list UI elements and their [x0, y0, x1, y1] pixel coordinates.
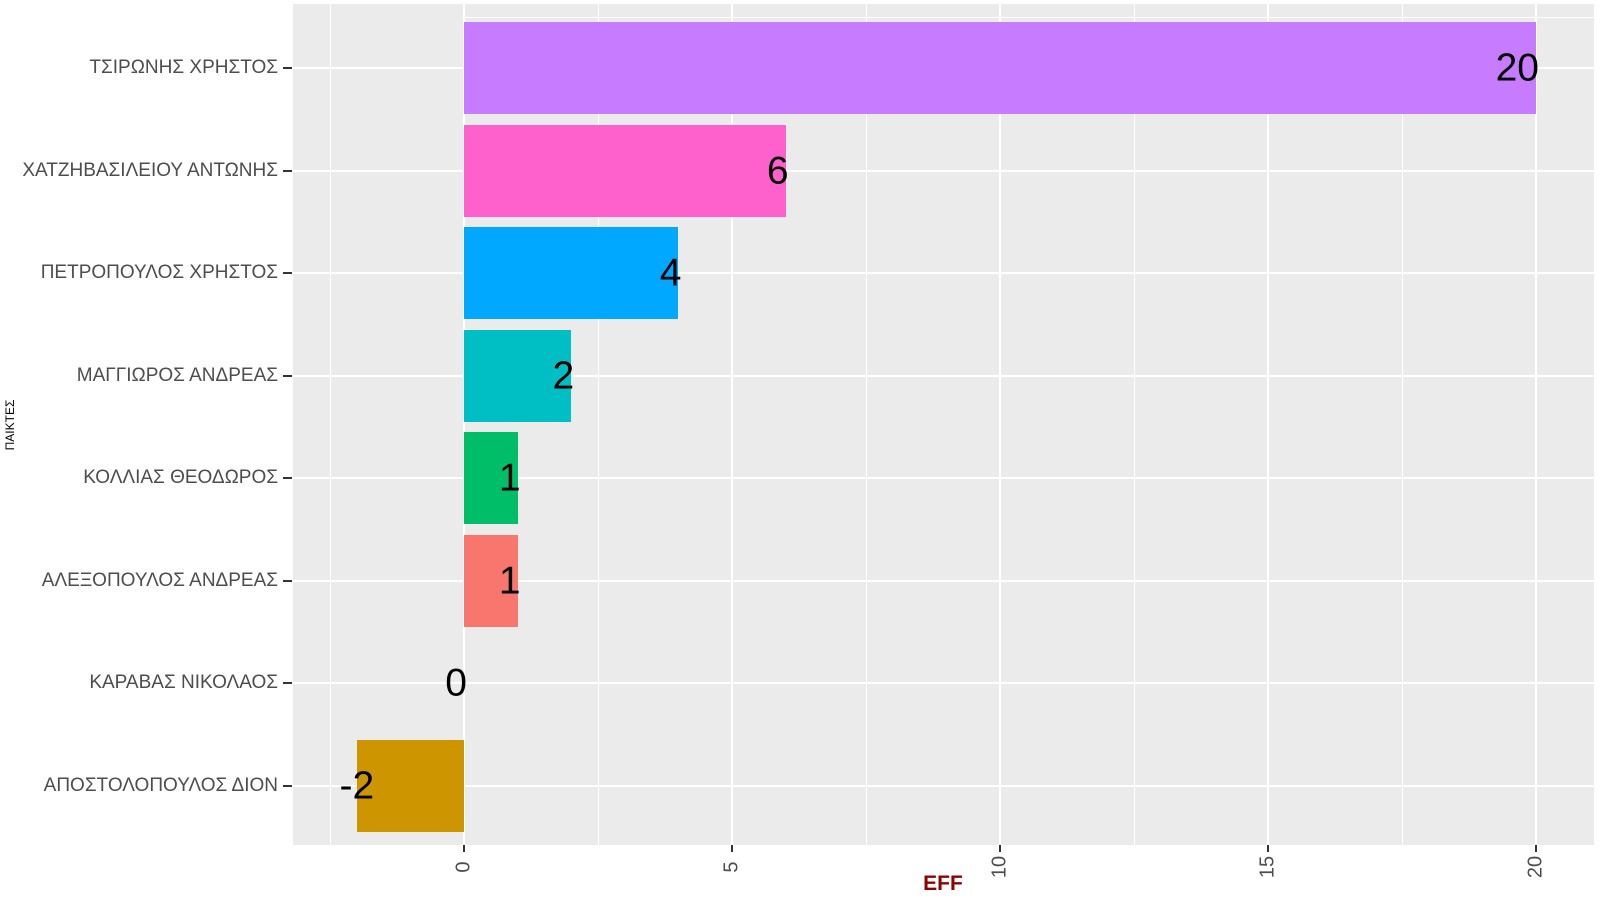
x-tick-mark: [463, 845, 465, 852]
x-tick-mark: [999, 845, 1001, 852]
bar-1: [464, 124, 786, 217]
minor-gridline-x: [329, 4, 331, 845]
plot-panel: [293, 4, 1594, 845]
y-axis-label: ΚΑΡΑΒΑΣ ΝΙΚΟΛΑΟΣ: [89, 672, 278, 693]
major-gridline-x: [731, 4, 733, 845]
y-axis-label: ΜΑΓΓΙΩΡΟΣ ΑΝΔΡΕΑΣ: [76, 364, 278, 386]
y-axis-label: ΠΕΤΡΟΠΟΥΛΟΣ ΧΡΗΣΤΟΣ: [40, 262, 278, 283]
bar-value-label: 6: [766, 149, 789, 192]
y-tick-mark: [283, 272, 292, 274]
x-tick-label: 10: [988, 855, 1011, 879]
x-tick-mark: [731, 845, 733, 852]
minor-gridline-x: [1401, 4, 1403, 845]
x-tick-label: 5: [720, 861, 743, 873]
major-gridline-x: [463, 4, 465, 845]
x-tick-label: 20: [1524, 855, 1547, 879]
major-gridline-y: [293, 272, 1594, 274]
bar-value-label: -2: [339, 764, 375, 807]
y-axis-label: ΧΑΤΖΗΒΑΣΙΛΕΙΟΥ ΑΝΤΩΝΗΣ: [22, 159, 278, 181]
y-tick-mark: [283, 67, 292, 69]
major-gridline-y: [293, 682, 1594, 684]
bar-5: [464, 534, 518, 627]
y-tick-mark: [283, 374, 292, 377]
bar-4: [464, 432, 518, 524]
y-tick-mark: [283, 169, 292, 172]
bar-7: [356, 739, 464, 832]
bar-value-label: 2: [552, 354, 575, 397]
bar-value-label: 1: [498, 559, 521, 602]
top-minor-gridline: [464, 17, 1594, 18]
major-gridline-y: [293, 374, 1594, 377]
major-gridline-y: [293, 784, 1594, 787]
major-gridline-y: [293, 477, 1594, 479]
bar-3: [464, 329, 572, 422]
y-tick-mark: [283, 477, 292, 479]
major-gridline-y: [293, 169, 1594, 172]
major-gridline-x: [1267, 4, 1269, 845]
bar-value-label: 0: [445, 661, 467, 705]
x-tick-label: 15: [1256, 855, 1279, 879]
y-axis-label: ΑΠΟΣΤΟΛΟΠΟΥΛΟΣ ΔΙΟΝ: [43, 774, 278, 796]
bar-value-label: 20: [1495, 46, 1539, 90]
y-axis-label: ΚΟΛΛΙΑΣ ΘΕΟΔΩΡΟΣ: [83, 467, 278, 488]
x-tick-label: 0: [452, 861, 475, 873]
minor-gridline-x: [597, 4, 599, 845]
major-gridline-x: [999, 4, 1001, 845]
bar-value-label: 4: [659, 251, 682, 295]
y-axis-label: ΑΛΕΞΟΠΟΥΛΟΣ ΑΝΔΡΕΑΣ: [41, 569, 278, 591]
y-tick-mark: [283, 579, 292, 582]
major-gridline-y: [293, 579, 1594, 582]
bar-0: [464, 22, 1536, 114]
minor-gridline-x: [1133, 4, 1135, 845]
bar-value-label: 1: [498, 456, 521, 500]
x-axis-title: EFF: [923, 872, 963, 895]
y-tick-mark: [283, 682, 292, 684]
minor-gridline-x: [865, 4, 867, 845]
y-tick-mark: [283, 784, 292, 787]
y-axis-label: ΤΣΙΡΩΝΗΣ ΧΡΗΣΤΟΣ: [89, 57, 278, 78]
x-tick-mark: [1267, 845, 1269, 852]
y-axis-title: ΠΑΙΚΤΕΣ: [3, 399, 17, 451]
x-tick-mark: [1535, 845, 1537, 852]
major-gridline-x: [1535, 4, 1537, 845]
bar-2: [464, 227, 679, 319]
